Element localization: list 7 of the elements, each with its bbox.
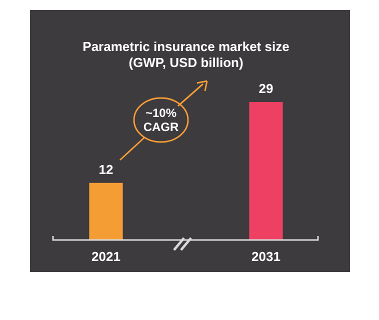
chart-title: Parametric insurance market size	[82, 39, 290, 54]
chart-subtitle: (GWP, USD billion)	[128, 55, 244, 70]
x-tick-label: 2031	[252, 249, 280, 264]
x-tick-label: 2021	[92, 249, 120, 264]
data-label: 29	[258, 81, 274, 96]
annotation: ~10% CAGR	[143, 106, 179, 134]
data-label: 12	[98, 162, 114, 177]
